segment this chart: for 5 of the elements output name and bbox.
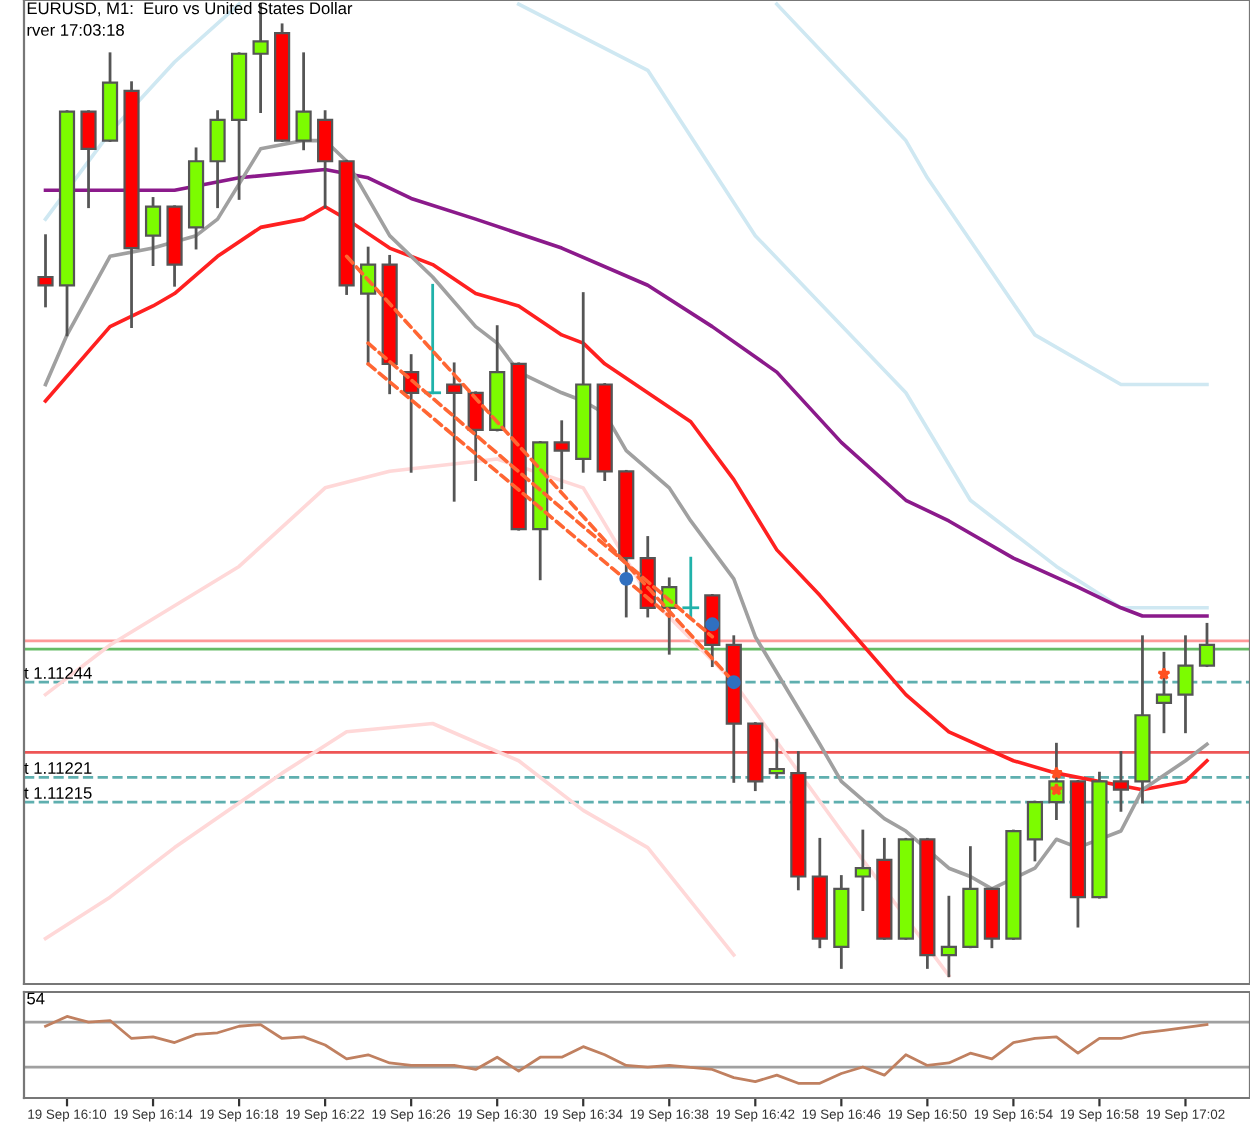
ref-line-label: t 1.11244 bbox=[24, 667, 92, 679]
text: 54 bbox=[27, 992, 45, 1005]
annotation: rver 17:03:18 bbox=[27, 24, 124, 36]
ref-line-label: t 1.11221 bbox=[24, 762, 92, 774]
ref-line-label: t 1.11215 bbox=[24, 786, 92, 799]
